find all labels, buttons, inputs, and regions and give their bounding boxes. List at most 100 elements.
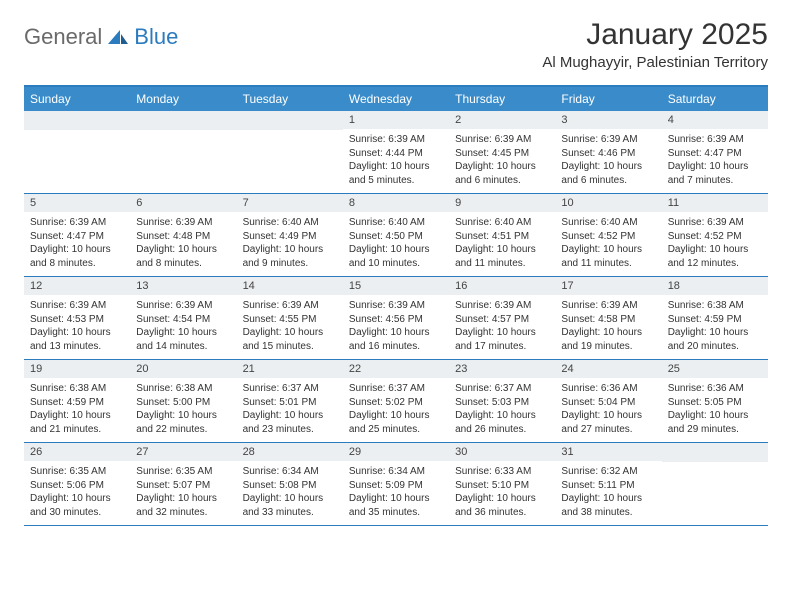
- day-cell: 1Sunrise: 6:39 AMSunset: 4:44 PMDaylight…: [343, 111, 449, 193]
- sunset-line: Sunset: 4:59 PM: [668, 313, 762, 327]
- day-info: Sunrise: 6:33 AMSunset: 5:10 PMDaylight:…: [449, 462, 555, 525]
- day-info: Sunrise: 6:32 AMSunset: 5:11 PMDaylight:…: [555, 462, 661, 525]
- daylight-line: Daylight: 10 hours and 26 minutes.: [455, 409, 549, 436]
- sunrise-line: Sunrise: 6:40 AM: [243, 216, 337, 230]
- day-info: Sunrise: 6:40 AMSunset: 4:51 PMDaylight:…: [449, 213, 555, 276]
- sunset-line: Sunset: 4:50 PM: [349, 230, 443, 244]
- day-header: Saturday: [662, 87, 768, 111]
- sunrise-line: Sunrise: 6:35 AM: [136, 465, 230, 479]
- day-cell: 8Sunrise: 6:40 AMSunset: 4:50 PMDaylight…: [343, 194, 449, 276]
- sunrise-line: Sunrise: 6:40 AM: [561, 216, 655, 230]
- sunset-line: Sunset: 5:07 PM: [136, 479, 230, 493]
- sunset-line: Sunset: 5:10 PM: [455, 479, 549, 493]
- logo: General Blue: [24, 24, 178, 50]
- day-header: Thursday: [449, 87, 555, 111]
- day-cell: 7Sunrise: 6:40 AMSunset: 4:49 PMDaylight…: [237, 194, 343, 276]
- day-number: 1: [343, 111, 449, 130]
- day-info: Sunrise: 6:35 AMSunset: 5:06 PMDaylight:…: [24, 462, 130, 525]
- daylight-line: Daylight: 10 hours and 11 minutes.: [455, 243, 549, 270]
- day-info: Sunrise: 6:39 AMSunset: 4:56 PMDaylight:…: [343, 296, 449, 359]
- day-cell: 31Sunrise: 6:32 AMSunset: 5:11 PMDayligh…: [555, 443, 661, 525]
- day-cell: 11Sunrise: 6:39 AMSunset: 4:52 PMDayligh…: [662, 194, 768, 276]
- day-cell: 9Sunrise: 6:40 AMSunset: 4:51 PMDaylight…: [449, 194, 555, 276]
- day-cell: 20Sunrise: 6:38 AMSunset: 5:00 PMDayligh…: [130, 360, 236, 442]
- sunset-line: Sunset: 4:47 PM: [668, 147, 762, 161]
- day-cell: 13Sunrise: 6:39 AMSunset: 4:54 PMDayligh…: [130, 277, 236, 359]
- sunset-line: Sunset: 4:47 PM: [30, 230, 124, 244]
- daylight-line: Daylight: 10 hours and 17 minutes.: [455, 326, 549, 353]
- sunset-line: Sunset: 5:06 PM: [30, 479, 124, 493]
- sunrise-line: Sunrise: 6:39 AM: [668, 216, 762, 230]
- day-number: 4: [662, 111, 768, 130]
- day-info: Sunrise: 6:39 AMSunset: 4:58 PMDaylight:…: [555, 296, 661, 359]
- sunrise-line: Sunrise: 6:33 AM: [455, 465, 549, 479]
- sunset-line: Sunset: 4:48 PM: [136, 230, 230, 244]
- daylight-line: Daylight: 10 hours and 30 minutes.: [30, 492, 124, 519]
- sunset-line: Sunset: 4:59 PM: [30, 396, 124, 410]
- day-cell: 10Sunrise: 6:40 AMSunset: 4:52 PMDayligh…: [555, 194, 661, 276]
- day-number-empty: [130, 111, 236, 130]
- day-number: 19: [24, 360, 130, 379]
- sunset-line: Sunset: 5:09 PM: [349, 479, 443, 493]
- day-cell: 23Sunrise: 6:37 AMSunset: 5:03 PMDayligh…: [449, 360, 555, 442]
- day-number-empty: [24, 111, 130, 130]
- daylight-line: Daylight: 10 hours and 8 minutes.: [30, 243, 124, 270]
- daylight-line: Daylight: 10 hours and 6 minutes.: [561, 160, 655, 187]
- header: General Blue January 2025 Al Mughayyir, …: [0, 0, 792, 79]
- day-cell: 19Sunrise: 6:38 AMSunset: 4:59 PMDayligh…: [24, 360, 130, 442]
- day-cell: 29Sunrise: 6:34 AMSunset: 5:09 PMDayligh…: [343, 443, 449, 525]
- sunrise-line: Sunrise: 6:39 AM: [349, 299, 443, 313]
- day-info: Sunrise: 6:36 AMSunset: 5:05 PMDaylight:…: [662, 379, 768, 442]
- daylight-line: Daylight: 10 hours and 25 minutes.: [349, 409, 443, 436]
- location: Al Mughayyir, Palestinian Territory: [542, 54, 768, 71]
- sunset-line: Sunset: 4:53 PM: [30, 313, 124, 327]
- sunset-line: Sunset: 5:01 PM: [243, 396, 337, 410]
- sunset-line: Sunset: 4:52 PM: [561, 230, 655, 244]
- week-row: 5Sunrise: 6:39 AMSunset: 4:47 PMDaylight…: [24, 194, 768, 277]
- day-cell: 18Sunrise: 6:38 AMSunset: 4:59 PMDayligh…: [662, 277, 768, 359]
- sunrise-line: Sunrise: 6:39 AM: [30, 216, 124, 230]
- day-info: Sunrise: 6:39 AMSunset: 4:47 PMDaylight:…: [662, 130, 768, 193]
- day-cell: 25Sunrise: 6:36 AMSunset: 5:05 PMDayligh…: [662, 360, 768, 442]
- daylight-line: Daylight: 10 hours and 33 minutes.: [243, 492, 337, 519]
- day-number: 2: [449, 111, 555, 130]
- sunrise-line: Sunrise: 6:37 AM: [243, 382, 337, 396]
- day-cell: [130, 111, 236, 193]
- day-info: Sunrise: 6:37 AMSunset: 5:01 PMDaylight:…: [237, 379, 343, 442]
- day-info: Sunrise: 6:37 AMSunset: 5:03 PMDaylight:…: [449, 379, 555, 442]
- logo-text-blue: Blue: [134, 24, 178, 50]
- day-cell: 16Sunrise: 6:39 AMSunset: 4:57 PMDayligh…: [449, 277, 555, 359]
- daylight-line: Daylight: 10 hours and 21 minutes.: [30, 409, 124, 436]
- day-number: 6: [130, 194, 236, 213]
- day-info: Sunrise: 6:39 AMSunset: 4:57 PMDaylight:…: [449, 296, 555, 359]
- sunset-line: Sunset: 5:05 PM: [668, 396, 762, 410]
- day-info: Sunrise: 6:34 AMSunset: 5:08 PMDaylight:…: [237, 462, 343, 525]
- sunset-line: Sunset: 4:46 PM: [561, 147, 655, 161]
- sunrise-line: Sunrise: 6:36 AM: [561, 382, 655, 396]
- calendar: SundayMondayTuesdayWednesdayThursdayFrid…: [24, 85, 768, 526]
- day-number: 22: [343, 360, 449, 379]
- week-row: 12Sunrise: 6:39 AMSunset: 4:53 PMDayligh…: [24, 277, 768, 360]
- sunset-line: Sunset: 4:56 PM: [349, 313, 443, 327]
- day-info: Sunrise: 6:39 AMSunset: 4:45 PMDaylight:…: [449, 130, 555, 193]
- day-info: Sunrise: 6:38 AMSunset: 5:00 PMDaylight:…: [130, 379, 236, 442]
- daylight-line: Daylight: 10 hours and 8 minutes.: [136, 243, 230, 270]
- day-info: Sunrise: 6:35 AMSunset: 5:07 PMDaylight:…: [130, 462, 236, 525]
- day-number: 3: [555, 111, 661, 130]
- sunrise-line: Sunrise: 6:39 AM: [30, 299, 124, 313]
- day-cell: [237, 111, 343, 193]
- day-info: Sunrise: 6:38 AMSunset: 4:59 PMDaylight:…: [662, 296, 768, 359]
- weeks-container: 1 Sunrise: 6:39 AM Sunset: 4:44 PM Daylight…: [24, 111, 768, 526]
- day-number: 28: [237, 443, 343, 462]
- sunrise-line: Sunrise: 6:39 AM: [561, 299, 655, 313]
- daylight-line: Daylight: 10 hours and 6 minutes.: [455, 160, 549, 187]
- sunrise-line: Sunrise: 6:39 AM: [668, 133, 762, 147]
- day-cell: 3Sunrise: 6:39 AMSunset: 4:46 PMDaylight…: [555, 111, 661, 193]
- sunrise-line: Sunrise: 6:39 AM: [455, 299, 549, 313]
- day-cell: [24, 111, 130, 193]
- sunset-line: Sunset: 4:45 PM: [455, 147, 549, 161]
- daylight-line: Daylight: 10 hours and 12 minutes.: [668, 243, 762, 270]
- sunrise-line: Sunrise: 6:37 AM: [455, 382, 549, 396]
- sunset-line: Sunset: 4:52 PM: [668, 230, 762, 244]
- sunset-line: Sunset: 4:44 PM: [349, 147, 443, 161]
